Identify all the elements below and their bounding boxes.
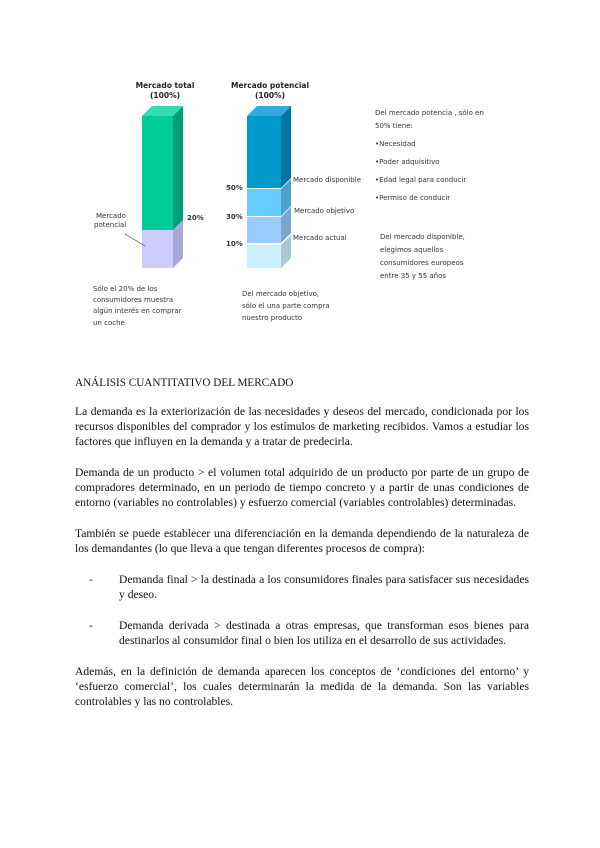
list-dash: - xyxy=(89,573,93,586)
right-bar-subtitle: (100%) xyxy=(255,91,285,100)
list-text: Demanda final > la destinada a los consu… xyxy=(119,573,529,601)
caption-mid: sólo el una parte compra xyxy=(242,302,330,310)
right-bar-segment xyxy=(247,217,281,243)
paragraph: Demanda de un producto > el volumen tota… xyxy=(75,466,529,509)
market-figure: Mercado total (100%) Mercado potencial (… xyxy=(93,81,484,327)
segment-label: Mercado disponible xyxy=(293,176,361,184)
left-bar-lower-side xyxy=(173,220,183,268)
left-bar-subtitle: (100%) xyxy=(150,91,180,100)
left-bar-upper xyxy=(142,116,173,230)
caption-left: Sólo el 20% de los xyxy=(93,285,158,293)
note-bottom: entre 35 y 55 años xyxy=(380,272,446,280)
right-bar-top xyxy=(247,106,291,116)
paragraph: La demanda es la exteriorización de las … xyxy=(75,405,529,448)
list-item: - Demanda derivada > destinada a otras em… xyxy=(75,618,529,648)
note-bottom: consumidores europeos xyxy=(380,259,464,267)
left-pct-label: 20% xyxy=(187,214,204,222)
caption-left: algún interés en comprar xyxy=(93,307,182,315)
list-item: - Demanda final > la destinada a los cons… xyxy=(75,572,529,602)
segment-label: Mercado objetivo xyxy=(294,207,354,215)
left-bar-top xyxy=(142,106,183,116)
pct-label: 50% xyxy=(226,184,243,192)
caption-mid: Del mercado objetivo, xyxy=(242,290,319,298)
list-dash: - xyxy=(89,619,93,632)
list-text: Demanda derivada > destinada a otras emp… xyxy=(119,619,529,647)
section-heading: ANÁLISIS CUANTITATIVO DEL MERCADO xyxy=(75,377,294,389)
right-bar-segment xyxy=(247,245,281,268)
right-bar-segment xyxy=(247,116,281,188)
caption-left: consumidores muestra xyxy=(93,296,173,304)
right-bar-segment xyxy=(247,189,281,216)
left-bar-lower xyxy=(142,230,173,268)
paragraph: También se puede establecer una diferenc… xyxy=(75,527,529,555)
segment-label: Mercado actual xyxy=(293,234,347,242)
left-bar-upper-side xyxy=(173,106,183,230)
note-bottom: elegimos aquellos xyxy=(380,246,444,254)
bullet-item: •Necesidad xyxy=(375,140,416,148)
pct-label: 30% xyxy=(226,213,243,221)
bullet-item: •Poder adquisitivo xyxy=(375,158,440,166)
left-side-label: potencial xyxy=(94,221,126,229)
right-bar-title: Mercado potencial xyxy=(231,81,309,90)
paragraph: Además, en la definición de demanda apar… xyxy=(75,665,529,708)
bullet-item: •Edad legal para conducir xyxy=(375,176,466,184)
left-bar-title: Mercado total xyxy=(136,81,195,90)
caption-left: un coche xyxy=(93,319,125,327)
bullet-item: •Permiso de conducir xyxy=(375,194,450,202)
document-body: ANÁLISIS CUANTITATIVO DEL MERCADO La dem… xyxy=(75,376,529,725)
note-top: 50% tiene: xyxy=(375,122,413,130)
pct-label: 10% xyxy=(226,240,243,248)
note-top: Del mercado potencia , sólo en xyxy=(375,109,484,117)
note-bottom: Del mercado disponible, xyxy=(380,233,465,241)
caption-mid: nuestro producto xyxy=(242,314,302,322)
left-side-label: Mercado xyxy=(96,212,126,220)
